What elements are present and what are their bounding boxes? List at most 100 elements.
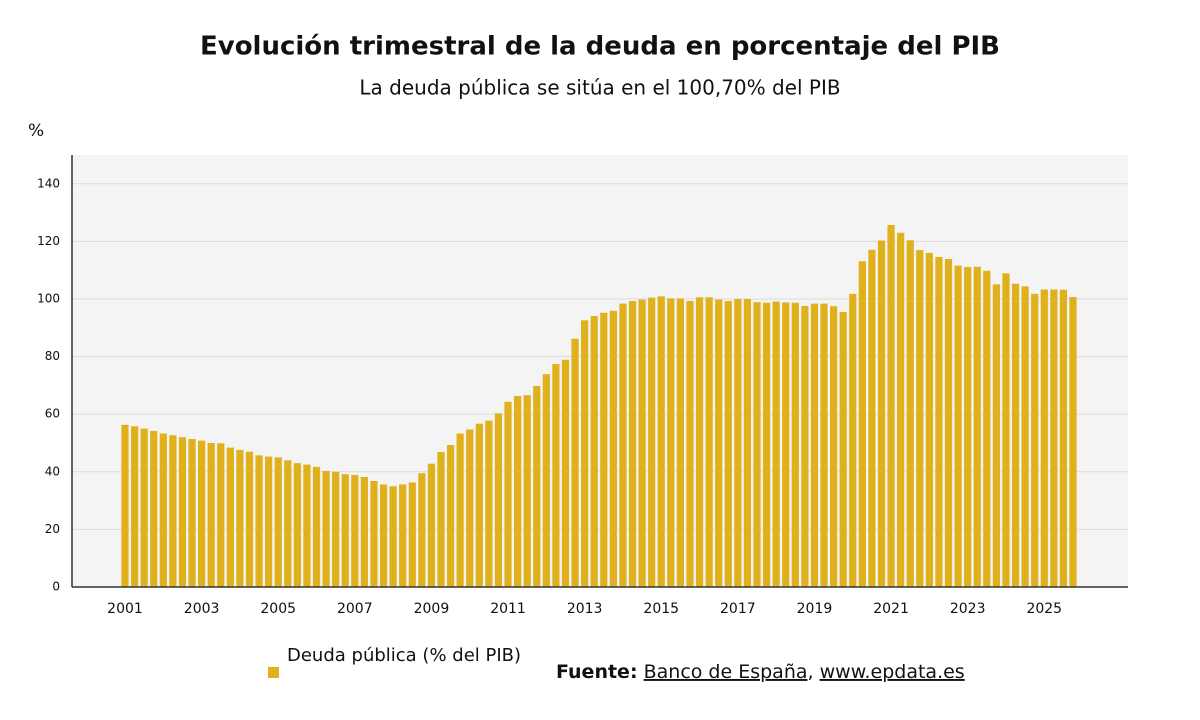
y-tick-label: 120 [37, 234, 60, 248]
bar [379, 484, 388, 587]
bar [743, 299, 752, 587]
bar [494, 413, 503, 587]
bar [245, 451, 254, 587]
bar [1021, 286, 1029, 587]
y-tick-label: 140 [37, 176, 60, 190]
bar [1050, 289, 1058, 587]
bar [198, 440, 206, 587]
bar [676, 298, 684, 587]
bar [293, 463, 301, 587]
bar [169, 435, 177, 587]
source-separator: , [808, 661, 814, 683]
bar [935, 256, 943, 587]
bar [341, 474, 349, 587]
source-link[interactable]: Banco de España [644, 661, 808, 683]
bar [332, 471, 340, 587]
bar [399, 484, 407, 587]
x-tick-label: 2007 [337, 601, 373, 617]
chart-subtitle: La deuda pública se sitúa en el 100,70% … [359, 76, 840, 100]
bar [265, 456, 273, 587]
bar [801, 305, 809, 587]
bar [638, 299, 646, 587]
bar [609, 310, 617, 587]
bar [351, 474, 359, 587]
bar [150, 430, 158, 587]
bar [925, 252, 933, 588]
bar [1011, 283, 1020, 587]
bar [504, 401, 512, 587]
bar [858, 261, 866, 587]
bar [140, 428, 148, 587]
bar [648, 297, 656, 587]
bar [1002, 273, 1010, 587]
bar [514, 396, 522, 587]
bar [446, 445, 455, 587]
bar [561, 359, 570, 587]
bar [427, 463, 436, 587]
bar [207, 443, 215, 587]
bar [734, 299, 742, 587]
x-tick-label: 2017 [720, 601, 756, 617]
bar [485, 420, 493, 587]
legend-label: Deuda pública (% del PIB) [287, 645, 521, 666]
bar [284, 460, 292, 587]
bar [820, 303, 828, 587]
bar [552, 364, 560, 587]
bar [753, 302, 761, 587]
bar [408, 482, 416, 587]
y-tick-label: 0 [52, 580, 60, 594]
bar [667, 298, 675, 587]
bar [619, 303, 627, 587]
y-tick-label: 100 [37, 292, 60, 306]
bar [849, 293, 857, 587]
y-tick-label: 40 [45, 464, 60, 478]
x-tick-label: 2003 [184, 601, 220, 617]
bar [839, 311, 847, 587]
bar [964, 267, 972, 587]
x-tick-label: 2025 [1026, 601, 1062, 617]
bar [944, 258, 953, 587]
x-tick-label: 2015 [643, 601, 679, 617]
bar [628, 301, 637, 587]
x-tick-label: 2023 [950, 601, 986, 617]
bar [542, 374, 550, 587]
bar [705, 297, 713, 587]
x-tick-label: 2019 [797, 601, 833, 617]
bar [159, 433, 167, 587]
bar [188, 438, 196, 587]
bar [695, 297, 704, 587]
bar [389, 486, 397, 587]
x-tick-label: 2001 [107, 601, 143, 617]
bars [121, 224, 1077, 588]
bar [121, 424, 129, 587]
bar [274, 457, 282, 587]
bar [877, 240, 886, 587]
y-tick-label: 60 [45, 407, 60, 421]
bar [715, 299, 723, 587]
x-tick-label: 2021 [873, 601, 909, 617]
y-tick-label: 20 [45, 522, 60, 536]
bar [791, 302, 799, 587]
bar [312, 466, 321, 587]
bar [772, 301, 780, 587]
bar [523, 395, 531, 587]
source-link[interactable]: www.epdata.es [820, 661, 965, 683]
bar [217, 443, 225, 587]
bar [983, 270, 991, 587]
bar [1069, 296, 1077, 587]
bar [600, 312, 608, 587]
bar [1040, 289, 1048, 587]
bar [456, 433, 464, 587]
bar [992, 284, 1000, 587]
bar [236, 449, 244, 587]
bar [973, 266, 981, 587]
bar [887, 224, 895, 587]
bar [466, 429, 474, 587]
bar [762, 302, 771, 587]
x-tick-label: 2005 [260, 601, 296, 617]
bar [475, 423, 483, 587]
x-tick-label: 2009 [414, 601, 450, 617]
bar [724, 301, 732, 587]
bar [533, 385, 541, 587]
